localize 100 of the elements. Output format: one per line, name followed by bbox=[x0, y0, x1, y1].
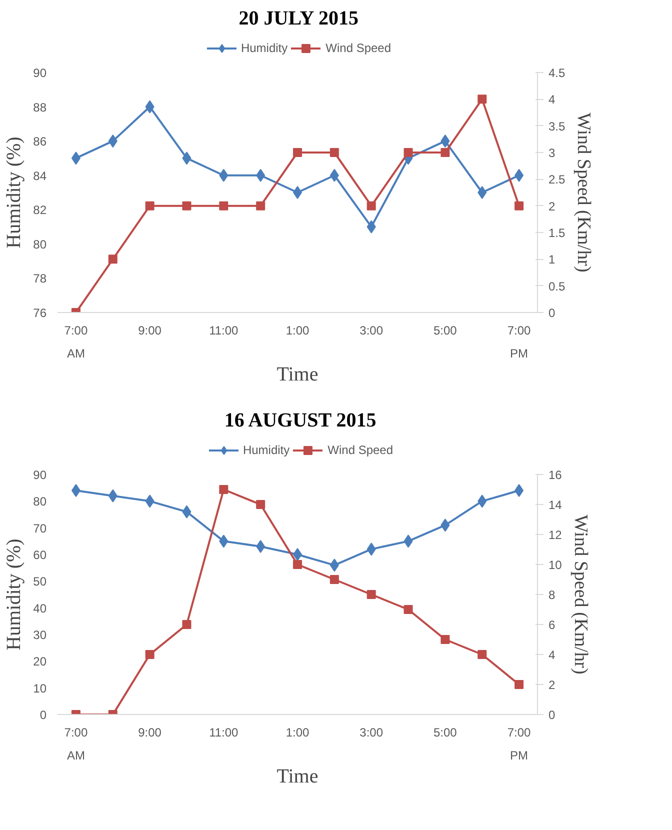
point bbox=[514, 201, 524, 210]
y-tick-label: 82 bbox=[33, 203, 47, 218]
y2-tick-label: 1.5 bbox=[548, 226, 566, 240]
x-tick-label: 7:00 bbox=[507, 324, 532, 338]
point bbox=[182, 620, 192, 629]
point bbox=[145, 494, 154, 508]
y2-tick-label: 12 bbox=[548, 528, 562, 542]
y2-tick-label: 4 bbox=[548, 92, 556, 107]
y-tick-label: 50 bbox=[33, 574, 47, 589]
x-tick-label: 7:00 bbox=[507, 726, 532, 740]
y-tick-label: 84 bbox=[33, 168, 47, 183]
point bbox=[219, 485, 228, 494]
x-tick-label: 7:00 bbox=[64, 726, 88, 740]
point bbox=[440, 518, 450, 532]
y-tick-label: 70 bbox=[33, 521, 47, 536]
y2-tick-label: 4 bbox=[548, 648, 556, 662]
point bbox=[145, 100, 154, 114]
x-axis-title: Time bbox=[276, 766, 318, 788]
y-tick-label: 90 bbox=[33, 66, 47, 80]
text: PM bbox=[510, 346, 528, 360]
point bbox=[108, 134, 118, 148]
y2-tick-label: 2.5 bbox=[548, 172, 566, 187]
point bbox=[145, 650, 154, 659]
point bbox=[514, 168, 524, 182]
legend-label: Wind Speed bbox=[328, 443, 394, 457]
point bbox=[182, 505, 192, 518]
point bbox=[366, 220, 376, 234]
point bbox=[440, 148, 450, 157]
point bbox=[404, 148, 413, 157]
y-tick-label: 80 bbox=[33, 494, 47, 509]
point bbox=[404, 605, 413, 614]
y2-tick-label: 3.5 bbox=[548, 119, 566, 134]
y2-tick-label: 0.5 bbox=[548, 279, 566, 294]
x-tick-label: 11:00 bbox=[209, 324, 239, 338]
y2-tick-label: 10 bbox=[548, 558, 562, 572]
y2-tick-label: 2 bbox=[548, 678, 556, 692]
point bbox=[366, 590, 376, 599]
point bbox=[256, 201, 266, 210]
point bbox=[256, 168, 266, 182]
y2-tick-label: 14 bbox=[548, 498, 562, 512]
y2-tick-label: 6 bbox=[548, 618, 556, 632]
point bbox=[219, 168, 228, 182]
y-tick-label: 88 bbox=[33, 100, 47, 114]
y-tick-label: 86 bbox=[33, 134, 47, 149]
point bbox=[293, 560, 302, 569]
point bbox=[514, 484, 524, 497]
y-tick-label: 90 bbox=[33, 468, 47, 482]
y-tick-label: 20 bbox=[33, 654, 47, 669]
point bbox=[256, 500, 266, 509]
y2-tick-label: 16 bbox=[548, 468, 562, 482]
y-tick-label: 76 bbox=[33, 306, 47, 320]
y-axis-title: Humidity (%) bbox=[3, 136, 26, 248]
point bbox=[366, 201, 376, 210]
point bbox=[71, 484, 80, 497]
point bbox=[330, 168, 339, 182]
point bbox=[145, 201, 154, 210]
point bbox=[330, 558, 339, 572]
point bbox=[478, 650, 487, 659]
chart-title: 16 AUGUST 2015 bbox=[224, 410, 376, 432]
x-tick-label: 9:00 bbox=[138, 324, 162, 338]
point bbox=[330, 148, 339, 157]
point bbox=[219, 201, 228, 210]
point bbox=[514, 680, 524, 689]
y2-axis-title: Wind Speed (Km/hr) bbox=[573, 112, 594, 272]
y2-tick-label: 0 bbox=[548, 708, 556, 722]
point bbox=[478, 94, 487, 104]
point bbox=[182, 152, 192, 165]
x-tick-label: 1:00 bbox=[286, 726, 310, 740]
y2-tick-label: 1 bbox=[548, 252, 556, 267]
point bbox=[182, 201, 192, 210]
point bbox=[366, 542, 376, 556]
y-tick-label: 78 bbox=[33, 272, 47, 286]
point bbox=[404, 534, 413, 548]
point bbox=[478, 186, 487, 199]
y-tick-label: 0 bbox=[40, 708, 47, 722]
point bbox=[330, 575, 339, 584]
y-tick-label: 40 bbox=[33, 601, 47, 616]
point bbox=[293, 148, 302, 157]
point bbox=[256, 540, 266, 553]
y2-tick-label: 4.5 bbox=[548, 66, 566, 80]
x-tick-label: 7:00 bbox=[64, 324, 88, 338]
x-tick-label: 1:00 bbox=[286, 324, 310, 338]
y2-tick-label: 2 bbox=[548, 199, 556, 214]
y-tick-label: 60 bbox=[33, 548, 47, 562]
y2-tick-label: 8 bbox=[548, 588, 556, 602]
point bbox=[71, 152, 80, 165]
legend-label: Wind Speed bbox=[326, 41, 392, 55]
y2-axis-title: Wind Speed (Km/hr) bbox=[570, 514, 591, 674]
point bbox=[440, 635, 450, 644]
point bbox=[108, 254, 118, 264]
legend-label: Humidity bbox=[242, 443, 290, 457]
point bbox=[219, 534, 228, 548]
y-tick-label: 30 bbox=[33, 628, 47, 642]
text: AM bbox=[66, 748, 85, 762]
y-tick-label: 10 bbox=[33, 681, 47, 696]
x-tick-label: 11:00 bbox=[209, 726, 239, 740]
chart-title: 20 JULY 2015 bbox=[238, 8, 358, 30]
text: AM bbox=[66, 346, 85, 360]
point bbox=[440, 134, 450, 148]
x-tick-label: 5:00 bbox=[434, 726, 458, 740]
